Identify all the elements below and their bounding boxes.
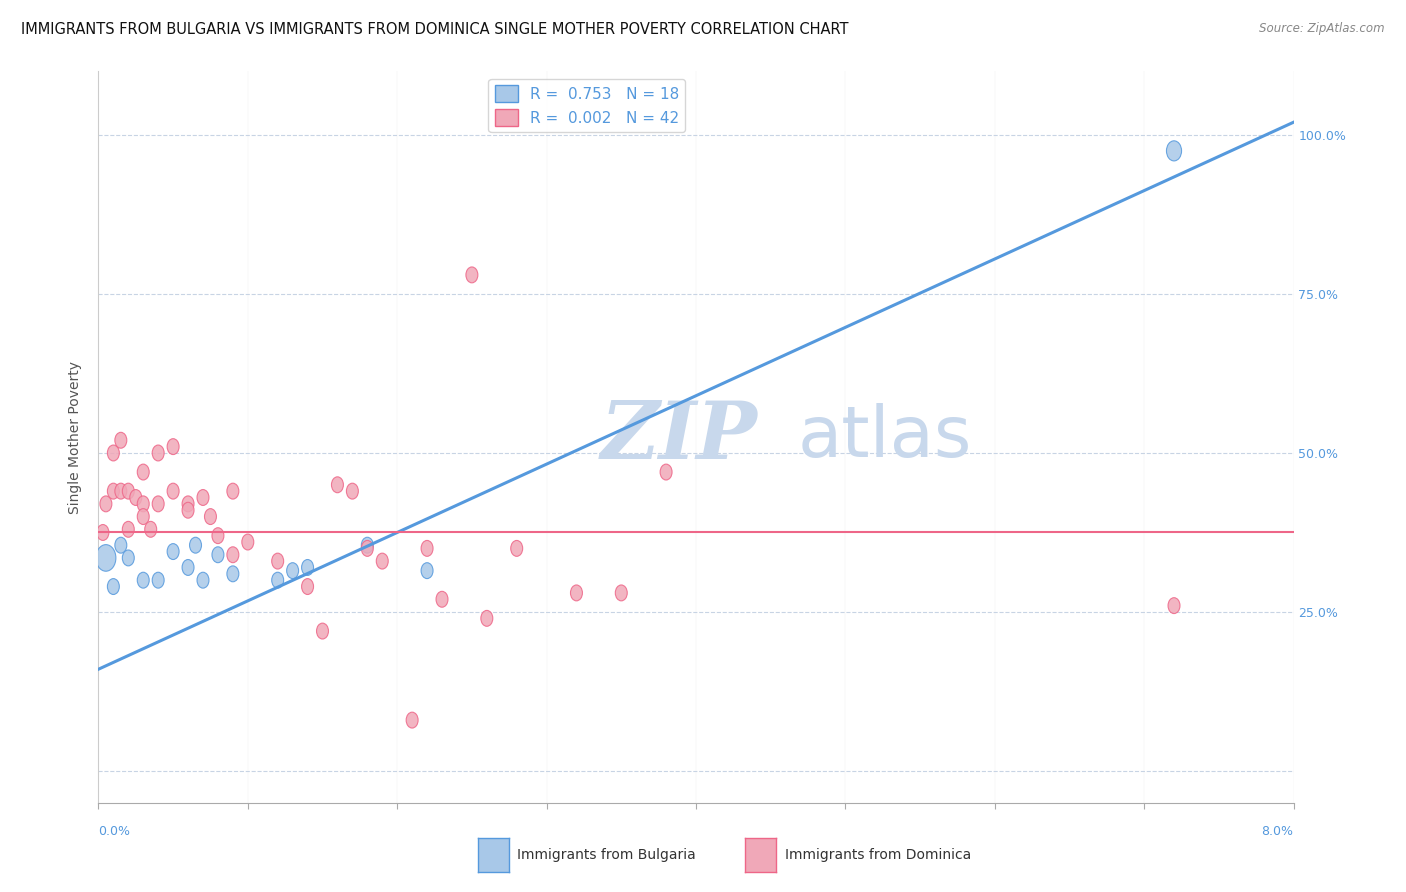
- Ellipse shape: [167, 439, 179, 455]
- Ellipse shape: [183, 496, 194, 512]
- Ellipse shape: [138, 508, 149, 524]
- Ellipse shape: [316, 624, 329, 639]
- Ellipse shape: [302, 579, 314, 594]
- Ellipse shape: [122, 521, 135, 537]
- Text: 8.0%: 8.0%: [1261, 825, 1294, 838]
- Ellipse shape: [226, 547, 239, 563]
- Ellipse shape: [346, 483, 359, 500]
- Ellipse shape: [271, 573, 284, 588]
- Ellipse shape: [226, 483, 239, 500]
- Ellipse shape: [197, 573, 209, 588]
- Ellipse shape: [377, 553, 388, 569]
- Ellipse shape: [571, 585, 582, 601]
- Ellipse shape: [226, 566, 239, 582]
- Ellipse shape: [152, 573, 165, 588]
- Legend: R =  0.753   N = 18, R =  0.002   N = 42: R = 0.753 N = 18, R = 0.002 N = 42: [488, 79, 685, 132]
- Ellipse shape: [183, 559, 194, 575]
- Ellipse shape: [420, 563, 433, 579]
- Ellipse shape: [361, 541, 374, 557]
- Text: IMMIGRANTS FROM BULGARIA VS IMMIGRANTS FROM DOMINICA SINGLE MOTHER POVERTY CORRE: IMMIGRANTS FROM BULGARIA VS IMMIGRANTS F…: [21, 22, 849, 37]
- Ellipse shape: [212, 547, 224, 563]
- Text: Source: ZipAtlas.com: Source: ZipAtlas.com: [1260, 22, 1385, 36]
- Text: Immigrants from Dominica: Immigrants from Dominica: [785, 848, 970, 863]
- Ellipse shape: [183, 502, 194, 518]
- Ellipse shape: [97, 524, 108, 541]
- Ellipse shape: [107, 445, 120, 461]
- Ellipse shape: [138, 496, 149, 512]
- Ellipse shape: [138, 573, 149, 588]
- Ellipse shape: [145, 521, 156, 537]
- Ellipse shape: [212, 528, 224, 543]
- Ellipse shape: [190, 537, 201, 553]
- Ellipse shape: [197, 490, 209, 506]
- Ellipse shape: [107, 579, 120, 594]
- Text: atlas: atlas: [797, 402, 972, 472]
- Ellipse shape: [661, 464, 672, 480]
- Text: ZIP: ZIP: [600, 399, 758, 475]
- Text: Immigrants from Bulgaria: Immigrants from Bulgaria: [517, 848, 696, 863]
- Ellipse shape: [152, 445, 165, 461]
- Ellipse shape: [122, 550, 135, 566]
- Ellipse shape: [115, 433, 127, 448]
- Ellipse shape: [100, 496, 112, 512]
- Ellipse shape: [465, 267, 478, 283]
- Text: 0.0%: 0.0%: [98, 825, 131, 838]
- Ellipse shape: [107, 483, 120, 500]
- Ellipse shape: [420, 541, 433, 557]
- Ellipse shape: [302, 559, 314, 575]
- Ellipse shape: [242, 534, 254, 550]
- Ellipse shape: [122, 483, 135, 500]
- Ellipse shape: [510, 541, 523, 557]
- Y-axis label: Single Mother Poverty: Single Mother Poverty: [69, 360, 83, 514]
- Ellipse shape: [115, 483, 127, 500]
- Ellipse shape: [115, 537, 127, 553]
- Ellipse shape: [287, 563, 298, 579]
- Ellipse shape: [361, 537, 374, 553]
- Ellipse shape: [332, 477, 343, 492]
- Ellipse shape: [96, 545, 115, 571]
- Ellipse shape: [406, 712, 418, 728]
- Ellipse shape: [1167, 141, 1181, 161]
- Ellipse shape: [1168, 598, 1180, 614]
- Ellipse shape: [167, 543, 179, 559]
- Ellipse shape: [436, 591, 449, 607]
- Ellipse shape: [271, 553, 284, 569]
- Ellipse shape: [167, 483, 179, 500]
- Ellipse shape: [152, 496, 165, 512]
- Ellipse shape: [481, 610, 494, 626]
- Ellipse shape: [138, 464, 149, 480]
- Ellipse shape: [204, 508, 217, 524]
- Ellipse shape: [129, 490, 142, 506]
- Ellipse shape: [616, 585, 627, 601]
